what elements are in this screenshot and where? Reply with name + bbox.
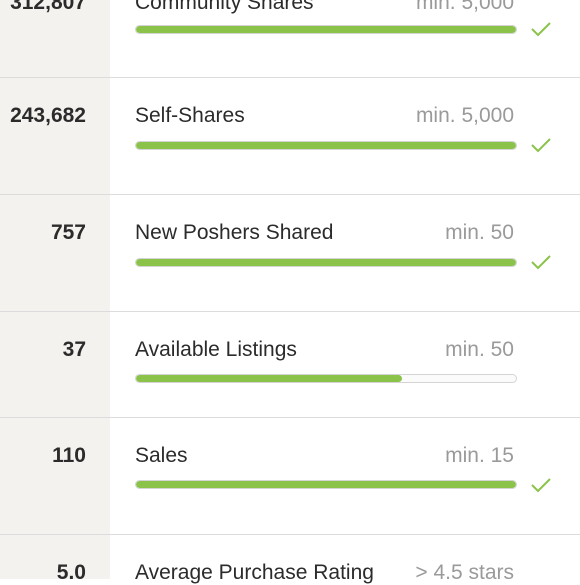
stat-requirement: min. 15: [445, 444, 514, 467]
stat-requirement: min. 50: [445, 221, 514, 244]
stat-label: Community Shares: [135, 0, 314, 14]
progress-bar: [135, 258, 517, 267]
progress-bar: [135, 374, 517, 383]
stat-label: Sales: [135, 444, 188, 467]
checkmark-icon: [531, 478, 551, 493]
row-divider: [0, 77, 580, 78]
stat-requirement: min. 5,000: [415, 104, 514, 127]
left-value-column: [0, 0, 110, 579]
progress-fill: [136, 481, 516, 488]
progress-fill: [136, 142, 516, 149]
stat-label: New Poshers Shared: [135, 221, 334, 244]
row-divider: [0, 194, 580, 195]
checkmark-icon: [531, 138, 551, 153]
checkmark-icon: [531, 22, 551, 37]
progress-fill: [136, 375, 402, 382]
checkmark-icon: [531, 255, 551, 270]
stat-value: 312,807: [10, 0, 86, 14]
stat-requirement: min. 5,000: [415, 0, 514, 14]
progress-bar: [135, 25, 517, 34]
row-divider: [0, 534, 580, 535]
progress-bar: [135, 480, 517, 489]
row-divider: [0, 417, 580, 418]
stat-value: 110: [52, 444, 86, 467]
progress-fill: [136, 26, 516, 33]
stat-label: Available Listings: [135, 338, 297, 361]
row-divider: [0, 311, 580, 312]
progress-bar: [135, 141, 517, 150]
stat-value: 37: [62, 338, 86, 361]
stat-label: Self-Shares: [135, 104, 245, 127]
stat-value: 5.0: [56, 561, 86, 584]
stat-value: 757: [50, 221, 86, 244]
stat-requirement: > 4.5 stars: [415, 561, 514, 584]
stat-label: Average Purchase Rating: [135, 561, 374, 584]
stat-requirement: min. 50: [445, 338, 514, 361]
stat-value: 243,682: [10, 104, 86, 127]
progress-fill: [136, 259, 516, 266]
